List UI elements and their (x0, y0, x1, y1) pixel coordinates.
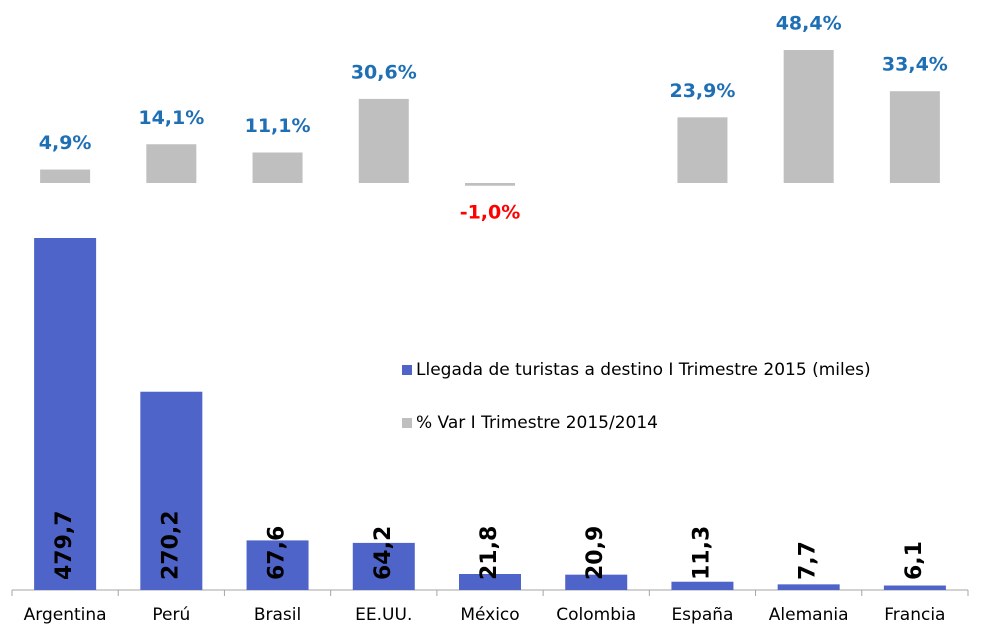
x-tick-label: EE.UU. (355, 605, 412, 625)
bar (465, 183, 515, 186)
value-label: 21,8 (477, 526, 502, 580)
legend-label: Llegada de turistas a destino I Trimestr… (416, 360, 871, 380)
bar (889, 91, 940, 183)
value-label: 20,9 (583, 526, 608, 580)
bar (352, 542, 415, 590)
bar (358, 98, 409, 183)
bar (671, 581, 734, 590)
x-tick-label: Brasil (254, 605, 301, 625)
x-tick-label: Argentina (24, 605, 107, 625)
bar (252, 152, 303, 183)
bar (146, 144, 197, 183)
value-label: 11,3 (689, 526, 714, 580)
legend-label: % Var I Trimestre 2015/2014 (416, 413, 658, 433)
value-label: 14,1% (138, 107, 204, 129)
x-tick-label: México (460, 605, 519, 625)
bar (565, 574, 628, 590)
bar (677, 117, 728, 183)
bar (34, 238, 97, 590)
x-tick-label: Alemania (769, 605, 849, 625)
legend-marker (402, 365, 412, 375)
value-label: 7,7 (796, 541, 821, 580)
value-label: 270,2 (158, 510, 183, 580)
value-label: 30,6% (351, 61, 417, 83)
bar (777, 584, 840, 590)
value-label: 64,2 (371, 526, 396, 580)
x-tick-label: España (671, 605, 733, 625)
bar (40, 169, 91, 183)
value-label: 48,4% (776, 13, 842, 35)
value-label: 4,9% (39, 132, 92, 154)
legend-marker (402, 418, 412, 428)
value-label: 479,7 (52, 510, 77, 580)
bar (883, 585, 946, 590)
bar (459, 574, 521, 590)
value-label: 67,6 (265, 526, 290, 580)
value-label: 23,9% (669, 80, 735, 102)
value-label: 6,1 (902, 541, 927, 580)
value-label: 33,4% (882, 54, 948, 76)
bar (140, 391, 203, 590)
bar (783, 50, 834, 183)
x-tick-label: Colombia (556, 605, 636, 625)
x-tick-label: Francia (884, 605, 945, 625)
bar (246, 540, 309, 590)
x-tick-label: Perú (152, 605, 190, 625)
value-label: 11,1% (245, 115, 311, 137)
value-label: -1,0% (460, 202, 521, 224)
